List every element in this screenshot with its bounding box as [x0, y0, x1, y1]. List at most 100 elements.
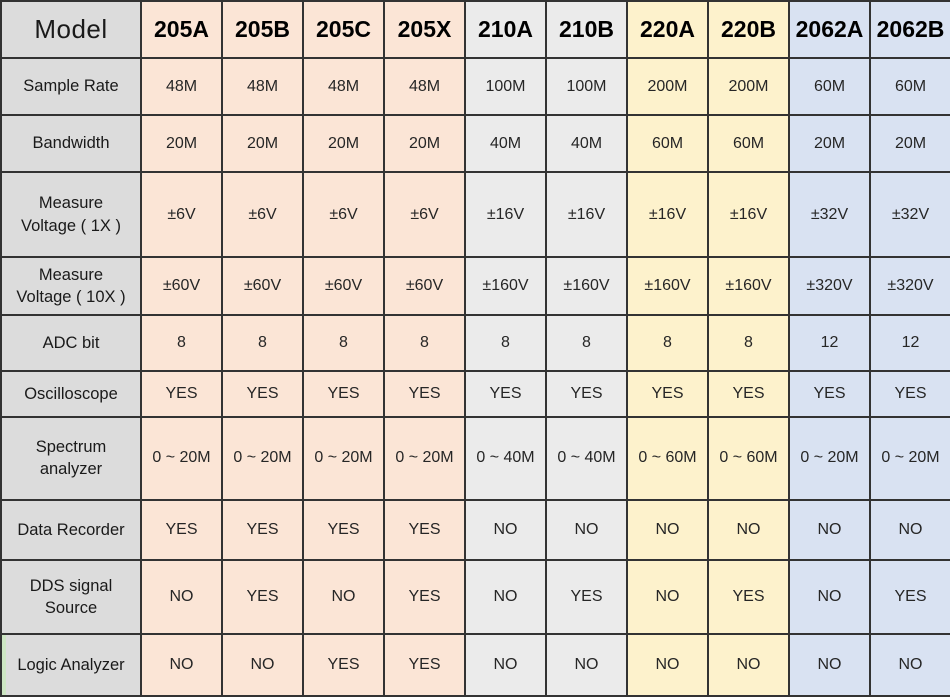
spec-value-cell: YES	[302, 498, 385, 561]
spec-value-cell: 40M	[464, 114, 547, 174]
spec-value-cell: NO	[788, 632, 871, 697]
spec-value-cell: 8	[140, 314, 223, 373]
spec-value-cell: NO	[545, 498, 628, 561]
row-label-cell: Logic Analyzer	[0, 632, 142, 697]
spec-value-cell: NO	[140, 632, 223, 697]
spec-value-cell: 12	[788, 314, 871, 373]
spec-value-cell: NO	[869, 498, 950, 561]
spec-value-cell: 20M	[383, 114, 466, 174]
spec-value-cell: YES	[383, 498, 466, 561]
spec-value-cell: ±160V	[626, 256, 709, 317]
spec-value-cell: 0 ~ 40M	[545, 415, 628, 501]
row-label-cell: Sample Rate	[0, 56, 142, 117]
row-label-cell: Measure Voltage ( 10X )	[0, 256, 142, 317]
spec-value-cell: YES	[707, 370, 790, 418]
spec-value-cell: NO	[788, 498, 871, 561]
spec-value-cell: ±16V	[545, 171, 628, 259]
spec-value-cell: 8	[302, 314, 385, 373]
spec-row: Bandwidth 20M 20M 20M 20M 40M 40M 60M 60M 20M 20M	[0, 114, 950, 174]
spec-value-cell: YES	[383, 558, 466, 635]
spec-row: Sample Rate 48M 48M 48M 48M 100M 100M 200M 200M 6…	[0, 56, 950, 117]
spec-value-cell: ±60V	[221, 256, 304, 317]
spec-value-cell: NO	[302, 558, 385, 635]
spec-value-cell: NO	[464, 558, 547, 635]
spec-value-cell: YES	[302, 632, 385, 697]
model-header-210B: 210B	[545, 0, 628, 59]
spec-value-cell: YES	[545, 370, 628, 418]
spec-value-cell: 8	[383, 314, 466, 373]
spec-value-cell: ±160V	[707, 256, 790, 317]
spec-row: DDS signal Source NO YES NO YES NO YES NO YES NO Y…	[0, 558, 950, 635]
spec-value-cell: 60M	[626, 114, 709, 174]
spec-row: Data Recorder YES YES YES YES NO NO NO NO NO NO	[0, 498, 950, 561]
model-header-205B: 205B	[221, 0, 304, 59]
spec-row: Measure Voltage ( 1X ) ±6V ±6V ±6V ±6V ±16V ±1…	[0, 171, 950, 259]
spec-value-cell: 0 ~ 20M	[383, 415, 466, 501]
spec-value-cell: YES	[707, 558, 790, 635]
spec-value-cell: 20M	[302, 114, 385, 174]
spec-row: ADC bit 8 8 8 8 8 8 8 8 12 12	[0, 314, 950, 373]
spec-value-cell: 8	[707, 314, 790, 373]
spec-value-cell: 40M	[545, 114, 628, 174]
spec-value-cell: NO	[545, 632, 628, 697]
spec-value-cell: 12	[869, 314, 950, 373]
spec-value-cell: YES	[221, 370, 304, 418]
spec-value-cell: YES	[302, 370, 385, 418]
spec-value-cell: 48M	[383, 56, 466, 117]
spec-value-cell: 100M	[545, 56, 628, 117]
model-corner-label: Model	[0, 0, 142, 59]
spec-value-cell: NO	[140, 558, 223, 635]
spec-value-cell: YES	[221, 498, 304, 561]
spec-row: Logic Analyzer NO NO YES YES NO NO NO NO NO NO	[0, 632, 950, 697]
spec-value-cell: ±60V	[302, 256, 385, 317]
spec-value-cell: ±32V	[788, 171, 871, 259]
model-header-2062B: 2062B	[869, 0, 950, 59]
spec-value-cell: ±320V	[869, 256, 950, 317]
spec-value-cell: YES	[545, 558, 628, 635]
header-row: Model 205A 205B 205C 205X 210A 210B 220A 220B 20…	[0, 0, 950, 59]
spec-row: Measure Voltage ( 10X ) ±60V ±60V ±60V ±60V ±…	[0, 256, 950, 317]
spec-value-cell: 0 ~ 20M	[788, 415, 871, 501]
spec-row: Spectrum analyzer 0 ~ 20M 0 ~ 20M 0 ~ 20M 0 …	[0, 415, 950, 501]
row-label-cell: Data Recorder	[0, 498, 142, 561]
spec-value-cell: 60M	[788, 56, 871, 117]
spec-value-cell: NO	[626, 558, 709, 635]
spec-value-cell: 8	[221, 314, 304, 373]
spec-value-cell: 48M	[140, 56, 223, 117]
spec-value-cell: ±16V	[707, 171, 790, 259]
model-header-210A: 210A	[464, 0, 547, 59]
spec-value-cell: ±6V	[383, 171, 466, 259]
spec-value-cell: ±60V	[383, 256, 466, 317]
spec-value-cell: NO	[707, 632, 790, 697]
spec-value-cell: 0 ~ 40M	[464, 415, 547, 501]
spec-value-cell: ±60V	[140, 256, 223, 317]
spec-value-cell: NO	[626, 632, 709, 697]
model-header-2062A: 2062A	[788, 0, 871, 59]
spec-value-cell: YES	[140, 370, 223, 418]
spec-value-cell: 200M	[707, 56, 790, 117]
model-header-220B: 220B	[707, 0, 790, 59]
spec-value-cell: 20M	[221, 114, 304, 174]
table-body: Sample Rate 48M 48M 48M 48M 100M 100M 200M 200M 6…	[0, 56, 950, 697]
spec-value-cell: ±16V	[626, 171, 709, 259]
spec-value-cell: YES	[626, 370, 709, 418]
spec-value-cell: YES	[221, 558, 304, 635]
spec-value-cell: 0 ~ 20M	[302, 415, 385, 501]
model-header-220A: 220A	[626, 0, 709, 59]
spec-value-cell: YES	[383, 632, 466, 697]
spec-value-cell: 0 ~ 60M	[707, 415, 790, 501]
model-header-205A: 205A	[140, 0, 223, 59]
spec-value-cell: NO	[869, 632, 950, 697]
spec-value-cell: ±160V	[464, 256, 547, 317]
spec-value-cell: 20M	[140, 114, 223, 174]
spec-row: Oscilloscope YES YES YES YES YES YES YES YES YES Y…	[0, 370, 950, 418]
spec-value-cell: 0 ~ 60M	[626, 415, 709, 501]
spec-value-cell: 0 ~ 20M	[869, 415, 950, 501]
spec-value-cell: ±6V	[140, 171, 223, 259]
row-label-cell: Oscilloscope	[0, 370, 142, 418]
spec-value-cell: YES	[869, 370, 950, 418]
spec-value-cell: NO	[464, 632, 547, 697]
spec-value-cell: ±6V	[221, 171, 304, 259]
spec-value-cell: ±320V	[788, 256, 871, 317]
